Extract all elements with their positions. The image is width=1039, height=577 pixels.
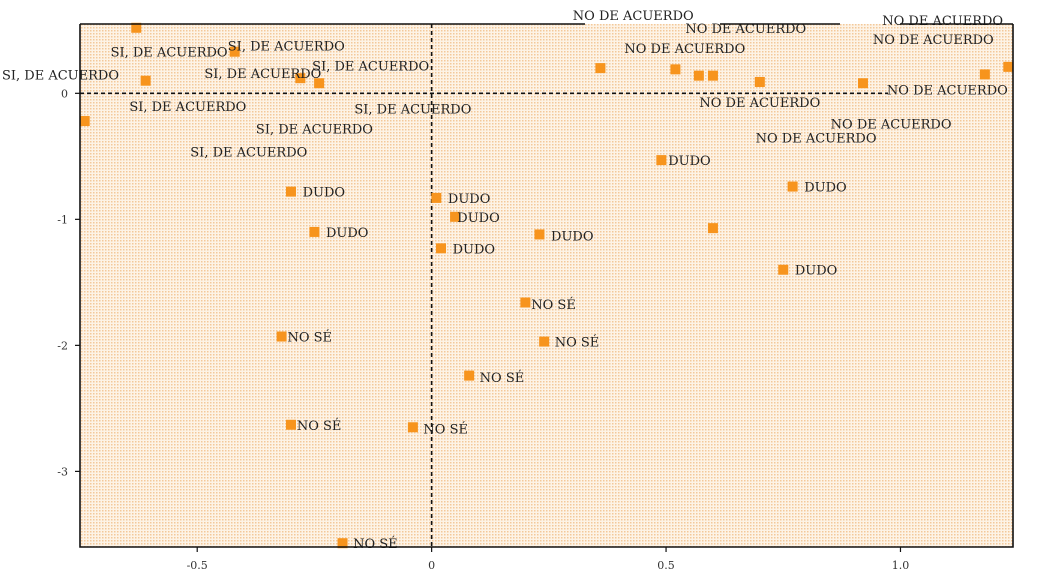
point-label: DUDO [303,186,345,201]
data-point [656,155,667,166]
data-point [285,419,296,430]
point-label: NO DE ACUERDO [624,42,745,57]
point-label: NO SÉ [555,335,600,351]
point-label: DUDO [795,264,837,279]
point-label: NO SÉ [353,536,398,552]
x-tick-label: 0 [428,559,435,572]
point-label: DUDO [457,211,499,226]
point-label: SI, DE ACUERDO [354,102,471,117]
point-label: NO DE ACUERDO [887,84,1008,99]
point-label: SI, DE ACUERDO [256,123,373,138]
point-label: NO SÉ [531,297,576,313]
data-point [754,76,765,87]
point-label: DUDO [668,154,710,169]
point-label: DUDO [453,242,495,257]
data-point [857,78,868,89]
data-point [464,370,475,381]
point-label: SI, DE ACUERDO [129,100,246,115]
data-point [407,422,418,433]
point-label: NO DE ACUERDO [699,96,820,111]
x-tick-label: -0.5 [187,559,208,572]
point-label: NO DE ACUERDO [685,22,806,37]
point-label: SI, DE ACUERDO [190,145,307,160]
data-point [436,243,447,254]
point-label: NO DE ACUERDO [831,118,952,133]
data-point [595,63,606,74]
data-point [285,186,296,197]
data-point [337,538,348,549]
point-label: SI, DE ACUERDO [204,67,321,82]
y-tick-label: -2 [57,339,68,352]
data-point [520,297,531,308]
data-point [539,336,550,347]
point-label: NO DE ACUERDO [873,33,994,48]
data-point [1003,61,1014,72]
data-point [131,22,142,33]
data-point [276,331,287,342]
point-label: SI, DE ACUERDO [228,39,345,54]
point-label: DUDO [551,230,593,245]
point-label: NO DE ACUERDO [756,131,877,146]
point-label: DUDO [326,226,368,241]
data-point [979,69,990,80]
data-point [431,192,442,203]
data-point [693,70,704,81]
point-label: DUDO [448,192,490,207]
point-label: NO SÉ [287,330,332,346]
point-label: DUDO [804,181,846,196]
data-points [79,22,1014,549]
data-point [450,211,461,222]
data-point [229,46,240,57]
point-label: SI, DE ACUERDO [111,46,228,61]
data-point [314,78,325,89]
plot-frame [79,23,1014,548]
data-point [778,264,789,275]
data-point [787,181,798,192]
data-point [670,64,681,75]
point-label: NO DE ACUERDO [573,9,694,24]
y-tick-label: 0 [61,87,68,100]
data-point [295,73,306,84]
data-point [534,229,545,240]
plot-area [80,24,1013,547]
point-label: SI, DE ACUERDO [2,68,119,83]
point-label: SI, DE ACUERDO [312,60,429,75]
y-axis: 0 -1 -2 -3 [57,87,80,478]
point-label: NO SÉ [423,422,468,438]
x-tick-label: 1.0 [892,559,910,572]
x-tick-label: 0.5 [657,559,675,572]
point-label: NO SÉ [297,418,342,434]
x-axis: -0.5 0 0.5 1.0 [187,547,910,572]
data-point [707,223,718,234]
data-point [79,116,90,127]
data-point [309,226,320,237]
y-tick-label: -3 [57,465,68,478]
data-point [707,70,718,81]
point-label: NO DE ACUERDO [882,14,1003,29]
y-tick-label: -1 [57,213,68,226]
point-label: NO SÉ [480,370,525,386]
data-point [140,75,151,86]
